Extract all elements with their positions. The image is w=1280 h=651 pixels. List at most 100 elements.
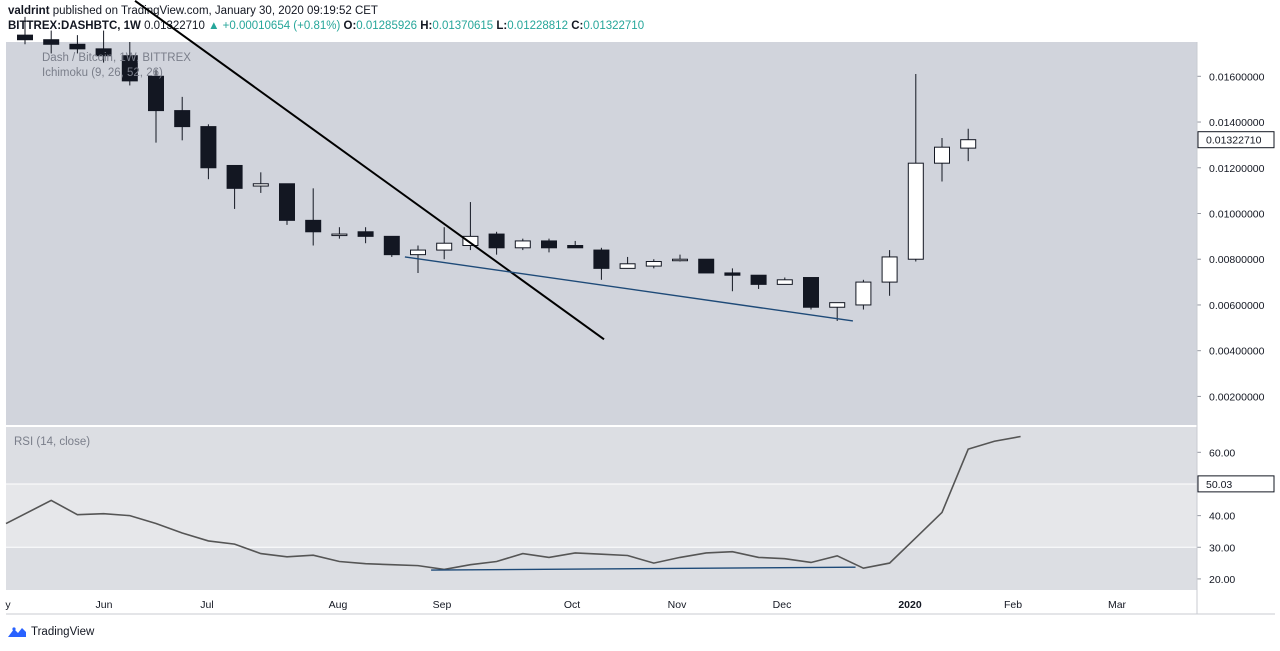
candle-body [410, 249, 426, 256]
last-price-badge-text: 0.01322710 [1206, 135, 1262, 147]
price-tick-label: 0.00600000 [1209, 300, 1265, 312]
price-pane[interactable] [6, 42, 1197, 425]
author-name[interactable]: valdrint [8, 5, 50, 17]
price-tick-label: 0.00800000 [1209, 254, 1265, 266]
footer-brand[interactable]: TradingView [8, 626, 94, 638]
bear-candle [698, 258, 715, 274]
bear-candle [148, 69, 164, 143]
candle-body [881, 256, 898, 283]
rsi-tick-label: 40.00 [1209, 511, 1235, 523]
candle-body [279, 183, 295, 221]
last-price: 0.01322710 [144, 20, 205, 32]
price-tick-label: 0.01400000 [1209, 117, 1265, 129]
candle-body [383, 235, 400, 256]
last-price-badge-box [1197, 131, 1275, 149]
bull-candle [514, 238, 531, 251]
candle-body [803, 277, 819, 308]
publish-info: valdrint published on TradingView.com, J… [8, 5, 378, 17]
candle-body [619, 263, 636, 269]
time-axis-label: 2020 [898, 599, 922, 611]
bull-candle [829, 302, 846, 321]
last-rsi-badge: 50.03 [1197, 475, 1275, 493]
rsi-legend[interactable]: RSI (14, close) [14, 436, 90, 448]
time-axis-label: y [5, 599, 11, 611]
candle-body [252, 183, 269, 187]
time-axis-label: Jul [200, 599, 213, 611]
rsi-support-trendline[interactable] [431, 566, 856, 571]
published-text: published on TradingView.com, January 30… [52, 5, 378, 17]
bear-candle [279, 183, 295, 225]
candle-body [148, 75, 164, 112]
candle-body [514, 240, 531, 249]
time-axis-label: Feb [1004, 599, 1022, 611]
price-y-axis[interactable]: 0.01600000 0.01400000 0.01200000 0.01000000… [1197, 71, 1265, 403]
bear-candle [567, 240, 584, 249]
bear-candle [43, 30, 60, 54]
rsi-y-axis[interactable]: 60.00 40.00 30.00 20.00 [6, 447, 1235, 586]
symbol-info-bar: BITTREX:DASHBTC, 1W 0.01322710 ▲ +0.0001… [8, 20, 644, 32]
low-label: L: [496, 20, 508, 32]
candle-body [855, 281, 872, 306]
candle-body [462, 235, 479, 247]
candle-body [226, 164, 243, 189]
bear-candle [750, 274, 767, 289]
bear-candle [488, 231, 505, 255]
bull-candle [960, 128, 977, 162]
bull-candle [907, 74, 924, 262]
bull-candle [776, 277, 793, 285]
bull-candle [436, 227, 453, 260]
bull-candle [855, 279, 872, 310]
ichimoku-legend[interactable]: Ichimoku (9, 26, 52, 26) [42, 67, 163, 79]
candle-body [672, 258, 688, 262]
candle-body [488, 233, 505, 249]
candle-body [200, 126, 217, 169]
bull-candle [645, 259, 662, 269]
bull-candle [252, 172, 269, 193]
bear-candle [121, 42, 138, 86]
candle-body [95, 48, 112, 57]
rsi-tick-label: 60.00 [1209, 447, 1235, 459]
time-axis-label: Oct [564, 599, 580, 611]
bear-candle [724, 268, 741, 292]
rsi-tick-label: 20.00 [1209, 574, 1235, 586]
candle-body [724, 272, 741, 276]
price-tick-label: 0.01200000 [1209, 163, 1265, 175]
bull-candle [619, 256, 636, 269]
candle-body [907, 162, 924, 260]
price-tick-label: 0.00400000 [1209, 346, 1265, 358]
close-value: 0.01322710 [583, 20, 645, 32]
time-axis-label: Sep [433, 599, 452, 611]
price-badges: 0.01322710 50.03 [1197, 131, 1275, 493]
bear-candle [17, 16, 33, 45]
candle-body [960, 139, 977, 149]
candle-body [541, 240, 557, 249]
bear-candle [541, 238, 557, 253]
candle-body [17, 34, 33, 41]
price-tick-label: 0.01600000 [1209, 71, 1265, 83]
bear-candle [69, 35, 86, 54]
bull-candle [934, 138, 950, 182]
candle-body [174, 110, 191, 128]
time-axis-label: Nov [668, 599, 687, 611]
candle-body [357, 231, 374, 237]
descending-support-trendline[interactable] [404, 256, 854, 322]
rsi-series [5, 435, 1021, 571]
bear-candle [383, 235, 400, 257]
candles-group [17, 16, 977, 321]
bear-candle [305, 188, 322, 246]
chart-legend-title: Dash / Bitcoin, 1W, BITTREX [42, 52, 191, 64]
candle-body [776, 279, 793, 285]
time-axis[interactable]: y Jun Jul Aug Sep Oct Nov Dec 2020 Feb Mar [5, 599, 1126, 611]
candle-body [43, 39, 60, 45]
time-axis-label: Mar [1108, 599, 1127, 611]
descending-resistance-trendline[interactable] [134, 0, 605, 341]
candle-body [436, 242, 453, 251]
rsi-band-fill [6, 483, 1197, 548]
bear-candle [200, 124, 217, 180]
bear-candle [803, 277, 819, 310]
symbol-name: BITTREX:DASHBTC, 1W [8, 20, 141, 32]
price-trendlines[interactable] [134, 0, 854, 341]
candle-body [593, 249, 610, 269]
close-label: C: [571, 20, 584, 32]
